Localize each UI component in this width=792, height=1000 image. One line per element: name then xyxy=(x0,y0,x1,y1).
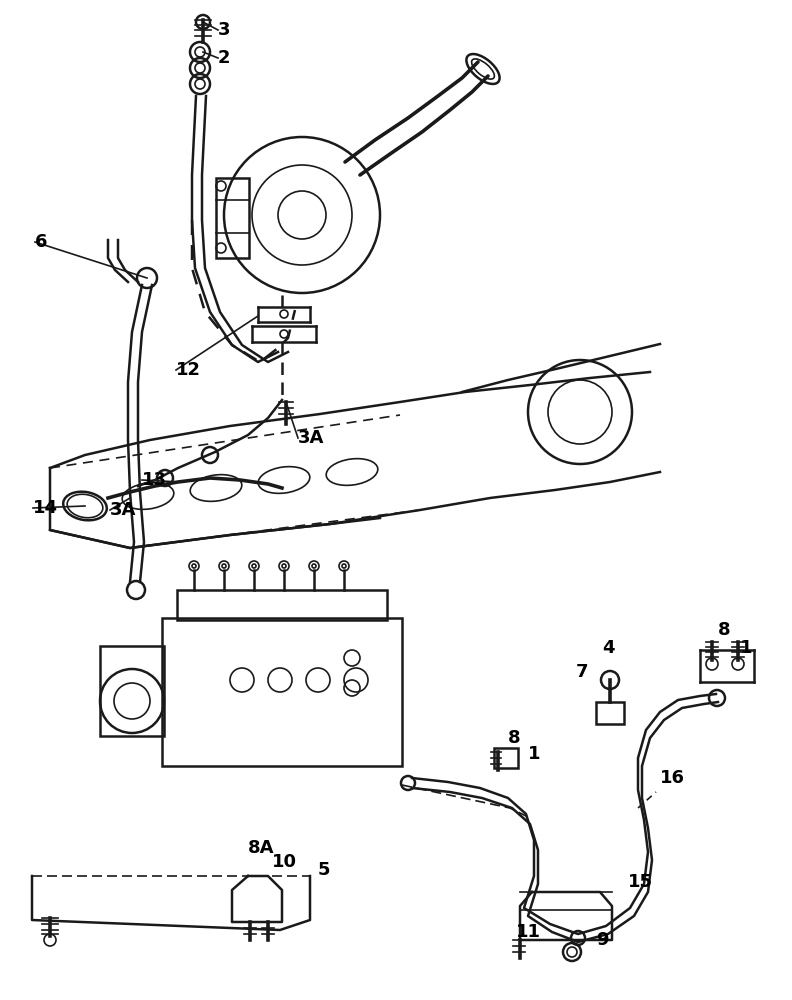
Text: 13: 13 xyxy=(142,471,167,489)
Text: 4: 4 xyxy=(602,639,615,657)
Text: 1: 1 xyxy=(740,639,752,657)
Text: 2: 2 xyxy=(218,49,230,67)
Bar xyxy=(177,590,387,620)
Text: 3A: 3A xyxy=(298,429,325,447)
Text: 14: 14 xyxy=(33,499,58,517)
Bar xyxy=(494,748,518,768)
Text: 7: 7 xyxy=(576,663,588,681)
Text: 11: 11 xyxy=(516,923,541,941)
Bar xyxy=(162,618,402,766)
Text: 8: 8 xyxy=(508,729,520,747)
Text: 12: 12 xyxy=(176,361,201,379)
Text: 5: 5 xyxy=(318,861,330,879)
Bar xyxy=(100,646,164,736)
Text: 10: 10 xyxy=(272,853,297,871)
Text: 8A: 8A xyxy=(248,839,275,857)
Bar xyxy=(216,178,249,258)
Text: 8: 8 xyxy=(718,621,731,639)
Text: 9: 9 xyxy=(596,931,608,949)
Text: 3A: 3A xyxy=(110,501,136,519)
Text: 15: 15 xyxy=(628,873,653,891)
Text: 6: 6 xyxy=(35,233,48,251)
Bar xyxy=(596,702,624,724)
Text: 1: 1 xyxy=(528,745,540,763)
Text: 16: 16 xyxy=(660,769,685,787)
Text: 3: 3 xyxy=(218,21,230,39)
